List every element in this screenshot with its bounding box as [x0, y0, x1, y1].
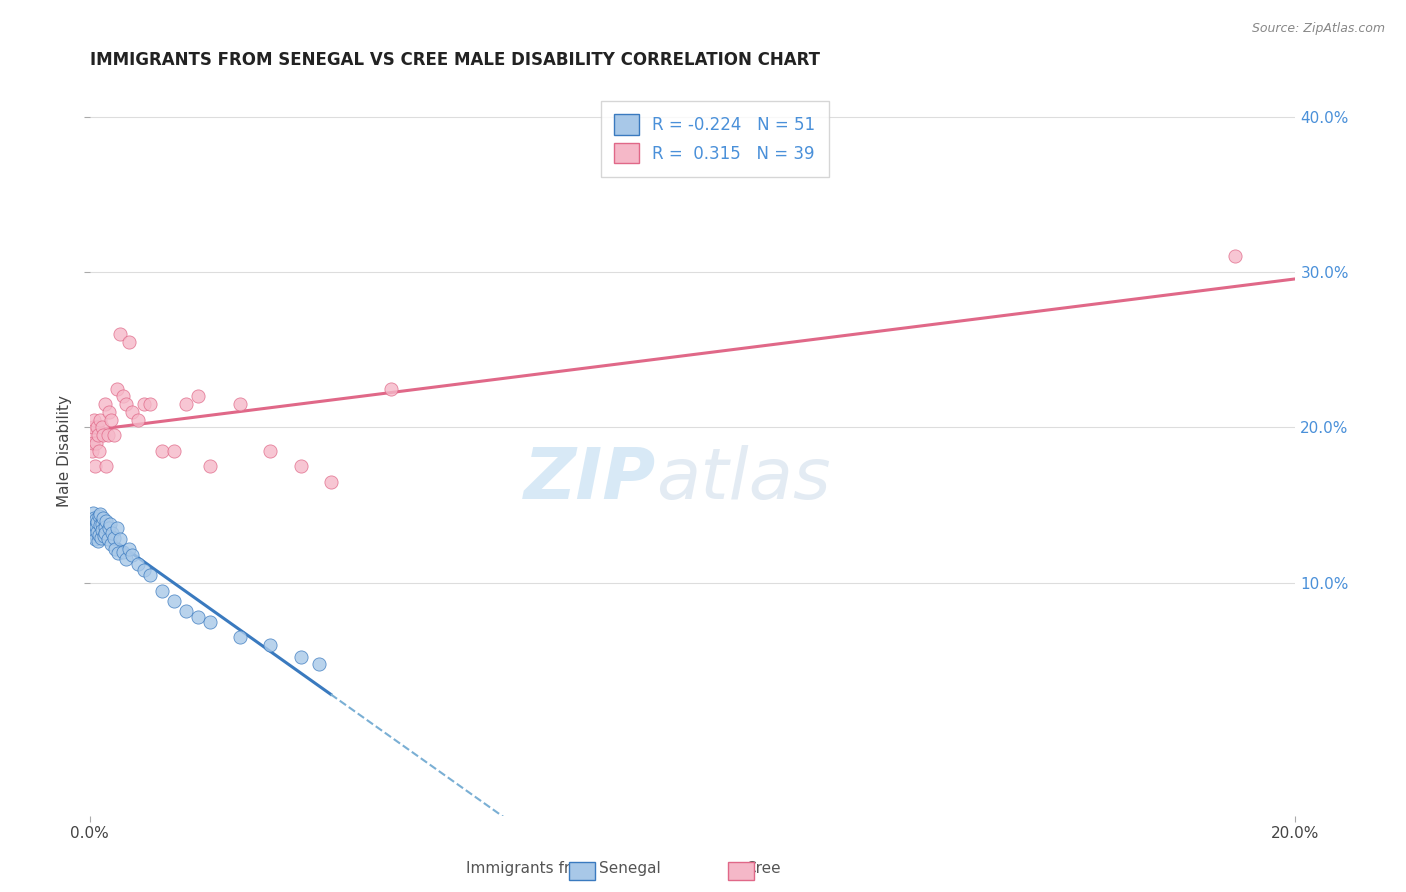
Point — [114, 552, 136, 566]
Legend: R = -0.224   N = 51, R =  0.315   N = 39: R = -0.224 N = 51, R = 0.315 N = 39 — [600, 101, 830, 177]
Point — [174, 604, 197, 618]
Point — [127, 557, 149, 571]
Point — [229, 630, 252, 644]
Point — [86, 420, 108, 434]
Point — [187, 610, 209, 624]
Point — [163, 594, 186, 608]
Text: Cree: Cree — [745, 861, 780, 876]
Point — [290, 650, 312, 665]
Point — [174, 397, 197, 411]
Point — [93, 520, 115, 534]
Point — [89, 412, 111, 426]
Point — [319, 475, 342, 489]
Point — [111, 545, 134, 559]
Point — [107, 546, 129, 560]
Point — [87, 428, 110, 442]
Point — [90, 516, 112, 531]
Point — [91, 428, 114, 442]
Point — [84, 533, 107, 547]
Point — [80, 443, 103, 458]
Point — [108, 533, 131, 547]
Point — [87, 533, 110, 548]
Text: IMMIGRANTS FROM SENEGAL VS CREE MALE DISABILITY CORRELATION CHART: IMMIGRANTS FROM SENEGAL VS CREE MALE DIS… — [90, 51, 820, 69]
Point — [84, 520, 107, 534]
Point — [100, 537, 122, 551]
Point — [114, 397, 136, 411]
Point — [103, 428, 125, 442]
Point — [150, 583, 173, 598]
Point — [132, 397, 155, 411]
Text: atlas: atlas — [657, 445, 831, 515]
Point — [90, 531, 112, 545]
Point — [82, 436, 104, 450]
Point — [93, 529, 115, 543]
Point — [105, 521, 128, 535]
Point — [80, 521, 103, 535]
Point — [91, 510, 114, 524]
Point — [86, 524, 108, 539]
Point — [127, 412, 149, 426]
Point — [89, 527, 111, 541]
Text: Immigrants from Senegal: Immigrants from Senegal — [465, 861, 661, 876]
Point — [96, 459, 118, 474]
Point — [96, 514, 118, 528]
Point — [84, 459, 107, 474]
Text: Source: ZipAtlas.com: Source: ZipAtlas.com — [1251, 22, 1385, 36]
Point — [290, 459, 312, 474]
Point — [111, 389, 134, 403]
Point — [83, 510, 105, 524]
Point — [198, 459, 221, 474]
Point — [97, 533, 120, 547]
Point — [150, 443, 173, 458]
Point — [93, 397, 115, 411]
Point — [163, 443, 186, 458]
Point — [98, 516, 121, 531]
Point — [103, 531, 125, 545]
Point — [82, 420, 104, 434]
Point — [108, 327, 131, 342]
Point — [94, 526, 117, 541]
Point — [91, 523, 114, 537]
Point — [80, 529, 103, 543]
Point — [139, 397, 162, 411]
Point — [87, 508, 110, 523]
Point — [259, 638, 281, 652]
Point — [97, 521, 120, 535]
Point — [89, 443, 111, 458]
Point — [84, 512, 107, 526]
Point — [101, 526, 124, 541]
Point — [105, 382, 128, 396]
Point — [97, 428, 120, 442]
Point — [83, 526, 105, 541]
Point — [259, 443, 281, 458]
Y-axis label: Male Disability: Male Disability — [58, 394, 72, 507]
Point — [84, 436, 107, 450]
Point — [121, 548, 143, 562]
Point — [80, 428, 103, 442]
Point — [86, 515, 108, 529]
Point — [308, 657, 330, 671]
Point — [229, 397, 252, 411]
Text: ZIP: ZIP — [524, 445, 657, 515]
Point — [80, 514, 103, 528]
Point — [380, 382, 402, 396]
Point — [198, 615, 221, 629]
Point — [82, 506, 104, 520]
Point — [118, 541, 141, 556]
Point — [82, 516, 104, 531]
Point — [187, 389, 209, 403]
Point — [100, 412, 122, 426]
Point — [118, 334, 141, 349]
Point — [139, 568, 162, 582]
Point — [98, 405, 121, 419]
Point — [121, 405, 143, 419]
Point — [89, 508, 111, 522]
Point — [104, 541, 127, 556]
Point — [83, 412, 105, 426]
Point — [90, 420, 112, 434]
Point — [1223, 250, 1246, 264]
Point — [89, 518, 111, 533]
Point — [132, 563, 155, 577]
